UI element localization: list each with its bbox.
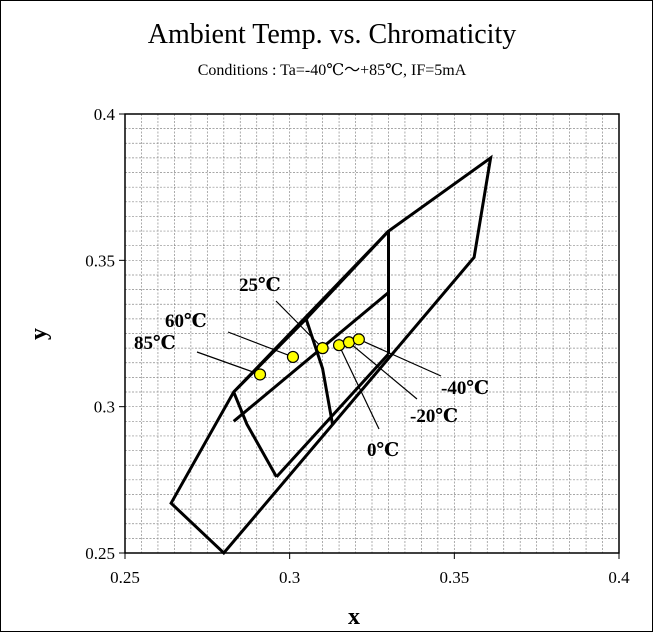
bin-regions <box>169 154 493 556</box>
label-leader-line <box>348 341 418 400</box>
y-tick-label: 0.25 <box>85 544 115 563</box>
label-leader-line <box>338 344 380 430</box>
data-points <box>253 333 365 381</box>
point-label: 85℃ <box>134 333 176 354</box>
chart-title: Ambient Temp. vs. Chromaticity <box>148 19 516 50</box>
label-leader-line <box>275 300 324 349</box>
data-point <box>332 339 346 352</box>
x-tick-label: 0.4 <box>608 568 630 587</box>
y-tick-label: 0.4 <box>94 105 116 124</box>
label-leader-lines <box>196 300 442 430</box>
bin-region-divider <box>275 352 390 478</box>
y-tick-label: 0.3 <box>94 398 115 417</box>
data-point <box>286 350 300 364</box>
data-point <box>342 336 356 349</box>
label-leader-line <box>196 351 261 376</box>
point-label: -40℃ <box>441 378 489 399</box>
chart-subtitle: Conditions : Ta=-40℃～+85℃, IF=5mA <box>198 62 467 79</box>
bin-region-outline <box>169 154 493 556</box>
data-point <box>316 342 329 355</box>
y-axis-label: y <box>26 328 52 340</box>
point-label: 60℃ <box>165 311 207 332</box>
data-point <box>352 333 365 346</box>
bin-region-divider <box>304 318 334 425</box>
x-tick-label: 0.35 <box>439 568 469 587</box>
bin-region-divider <box>232 391 278 478</box>
y-tick-label: 0.35 <box>85 251 115 270</box>
plot-area-border <box>124 113 620 554</box>
bin-region-divider <box>232 291 390 423</box>
label-leader-line <box>227 331 294 358</box>
axis-ticks: 0.25 0.3 0.35 0.4 0.25 0.3 0.35 0.4 <box>85 105 630 587</box>
point-label: 0℃ <box>367 440 399 461</box>
bin-region-divider <box>232 230 390 394</box>
x-axis-label: x <box>348 604 360 630</box>
x-tick-label: 0.3 <box>279 568 300 587</box>
point-labels: 85℃60℃ 25℃ 0℃ -20℃ -40℃ <box>134 275 489 461</box>
x-tick-label: 0.25 <box>110 568 140 587</box>
point-label: -20℃ <box>410 406 458 427</box>
data-point <box>253 368 267 381</box>
label-leader-line <box>358 338 442 377</box>
point-label: 25℃ <box>239 275 281 296</box>
grid-lines <box>125 114 619 553</box>
